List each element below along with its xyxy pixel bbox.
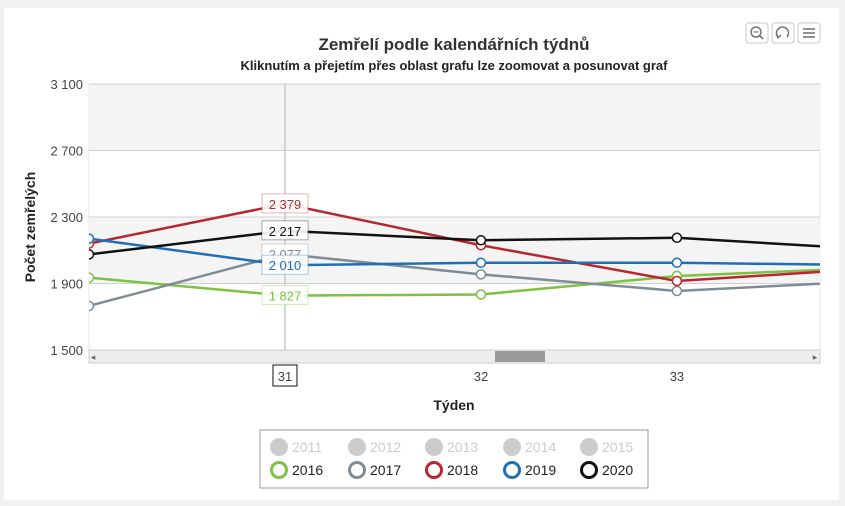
x-tick-label: 32 <box>474 369 488 384</box>
legend-item-2012[interactable]: 2012 <box>348 438 401 456</box>
y-axis-ticks: 1 500 1 900 2 300 2 700 3 100 <box>50 77 83 358</box>
scrollbar-left-arrow[interactable]: ◂ <box>91 352 96 362</box>
legend-label: 2018 <box>447 462 478 478</box>
legend-marker <box>348 461 366 479</box>
series-2020[interactable] <box>4 229 839 260</box>
legend-label: 2020 <box>602 462 633 478</box>
data-point-2019[interactable] <box>475 257 487 268</box>
data-point-2020[interactable] <box>671 232 683 244</box>
y-tick-label: 2 300 <box>50 210 83 225</box>
series-line-2020[interactable] <box>4 229 839 260</box>
data-point-2018[interactable] <box>671 275 683 287</box>
x-axis-title: Týden <box>433 397 474 413</box>
x-tick-label: 33 <box>670 369 684 384</box>
y-tick-label: 1 500 <box>50 343 83 358</box>
data-point-2019[interactable] <box>671 257 683 268</box>
data-point-2017[interactable] <box>85 300 95 312</box>
zoom-button[interactable] <box>745 22 769 44</box>
series-line-2016[interactable] <box>4 268 839 297</box>
tooltip-2018: 2 379 <box>261 193 309 214</box>
scrollbar[interactable]: ◂ ▸ <box>88 349 821 364</box>
legend-label: 2011 <box>292 439 322 455</box>
y-axis-title: Počet zemřelých <box>22 172 38 283</box>
chart-title: Zemřelí podle kalendářních týdnů <box>318 35 589 54</box>
chart-menu-button[interactable] <box>797 22 821 44</box>
legend-item-2013[interactable]: 2013 <box>425 438 478 456</box>
tooltip-value: 2 379 <box>269 197 302 212</box>
series-line-2018[interactable] <box>4 202 839 283</box>
legend-label: 2015 <box>602 439 633 455</box>
tooltip-value: 2 217 <box>269 224 302 239</box>
data-point-2016[interactable] <box>475 289 487 300</box>
plot-band <box>89 84 820 151</box>
tooltip-2020: 2 217 <box>261 220 309 241</box>
data-point-2016[interactable] <box>85 272 95 283</box>
legend-item-2011[interactable]: 2011 <box>270 438 322 456</box>
series-layer <box>4 202 839 312</box>
tooltip-value: 1 827 <box>269 289 302 304</box>
legend-label: 2013 <box>447 439 478 455</box>
y-tick-label: 1 900 <box>50 277 83 292</box>
legend-item-2018[interactable]: 2018 <box>425 461 479 479</box>
y-tick-label: 3 100 <box>50 77 83 92</box>
legend-marker <box>270 438 288 456</box>
legend: 2011 2012 2013 2014 2015 2016 2017 2018 2019 2020 <box>270 438 634 479</box>
x-axis-ticks: 31 32 33 <box>272 364 684 387</box>
legend-label: 2017 <box>370 462 401 478</box>
magnifier-icon <box>750 26 764 40</box>
tooltip-2016: 1 827 <box>261 285 309 306</box>
legend-box <box>259 429 649 489</box>
legend-label: 2019 <box>525 462 556 478</box>
menu-icon <box>803 28 815 38</box>
data-point-2017[interactable] <box>671 285 683 297</box>
data-point-2017[interactable] <box>475 269 487 280</box>
line-chart: Zemřelí podle kalendářních týdnů Kliknut… <box>4 22 839 489</box>
legend-label: 2014 <box>525 439 556 455</box>
legend-marker <box>580 438 598 456</box>
x-tick-label: 31 <box>278 369 292 384</box>
legend-marker <box>425 461 443 479</box>
y-tick-label: 2 700 <box>50 144 83 159</box>
x-tick-highlight <box>272 364 298 387</box>
scrollbar-track[interactable] <box>88 349 821 364</box>
legend-marker <box>425 438 443 456</box>
legend-item-2014[interactable]: 2014 <box>503 438 556 456</box>
scrollbar-right-arrow[interactable]: ▸ <box>813 352 818 362</box>
series-2019[interactable] <box>4 233 839 268</box>
series-line-2019[interactable] <box>4 237 839 267</box>
data-point-2020[interactable] <box>475 235 487 246</box>
legend-marker <box>580 461 598 479</box>
tooltip-2019: 2 010 <box>261 254 309 275</box>
reset-icon <box>775 26 790 40</box>
scrollbar-thumb[interactable] <box>495 351 545 362</box>
legend-item-2017[interactable]: 2017 <box>348 461 402 479</box>
legend-marker <box>270 461 288 479</box>
chart-container: Zemřelí podle kalendářních týdnů Kliknut… <box>4 8 839 500</box>
legend-marker <box>348 438 366 456</box>
legend-item-2019[interactable]: 2019 <box>503 461 557 479</box>
legend-item-2015[interactable]: 2015 <box>580 438 633 456</box>
legend-item-2016[interactable]: 2016 <box>270 461 324 479</box>
legend-label: 2016 <box>292 462 323 478</box>
legend-marker <box>503 438 521 456</box>
tooltip-value: 2 010 <box>269 258 302 273</box>
data-point-2019[interactable] <box>85 233 95 244</box>
reset-zoom-button[interactable] <box>771 22 795 44</box>
legend-label: 2012 <box>370 439 401 455</box>
data-point-2020[interactable] <box>85 249 95 260</box>
legend-item-2020[interactable]: 2020 <box>580 461 634 479</box>
chart-subtitle: Kliknutím a přejetím přes oblast grafu l… <box>241 58 669 73</box>
legend-marker <box>503 461 521 479</box>
